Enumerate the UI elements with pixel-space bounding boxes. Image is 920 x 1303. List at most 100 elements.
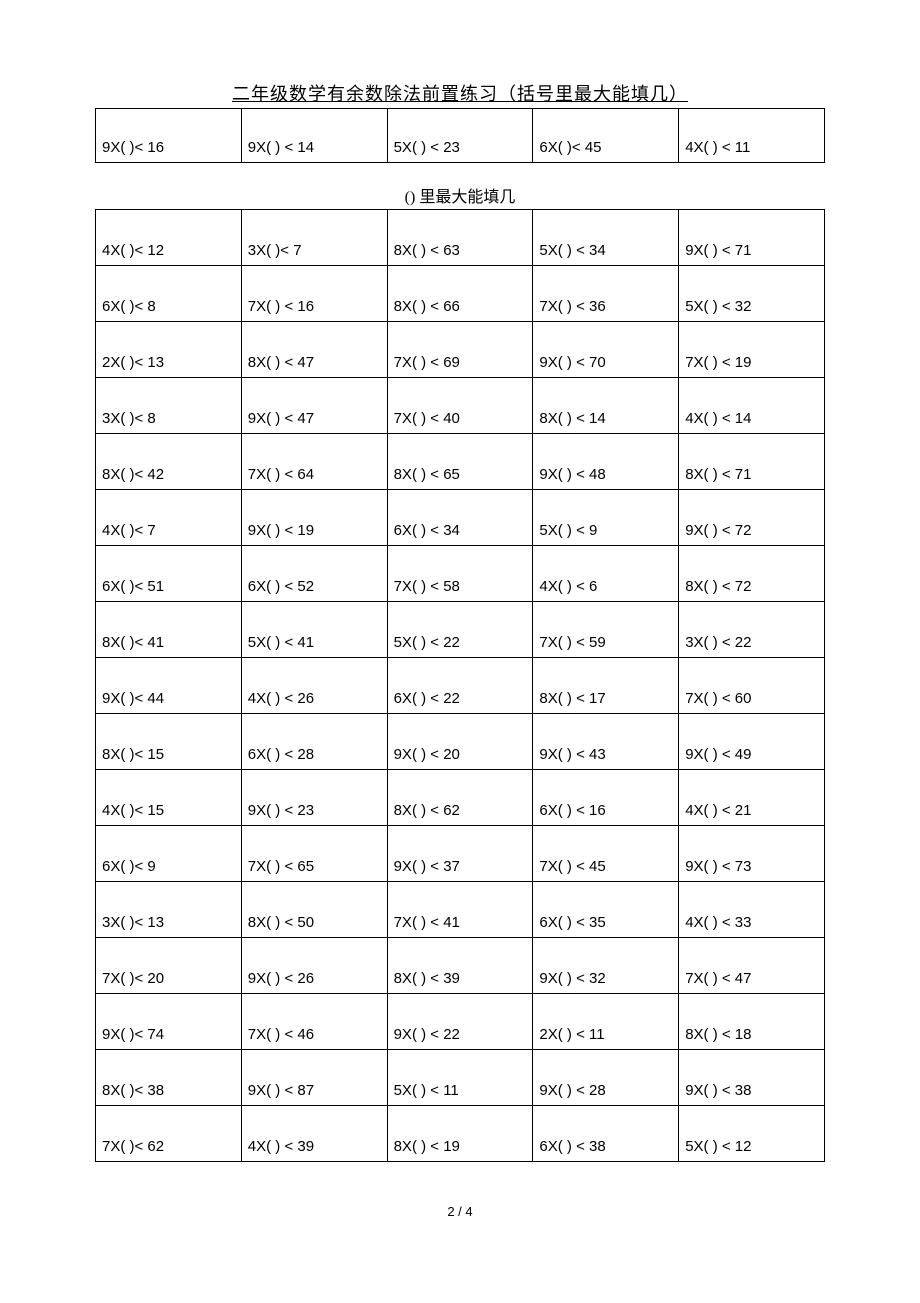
page-title: 二年级数学有余数除法前置练习（括号里最大能填几）: [95, 80, 825, 106]
exercise-cell: 5X( ) < 9: [533, 490, 679, 546]
exercise-cell: 2X( ) < 11: [533, 994, 679, 1050]
exercise-cell: 4X( ) < 14: [679, 378, 825, 434]
table-row: 8X( )< 427X( ) < 648X( ) < 659X( ) < 488…: [96, 434, 825, 490]
exercise-cell: 9X( )< 74: [96, 994, 242, 1050]
exercise-cell: 5X( ) < 34: [533, 210, 679, 266]
exercise-cell: 9X( )< 16: [96, 109, 242, 163]
exercise-cell: 7X( ) < 47: [679, 938, 825, 994]
exercise-cell: 5X( ) < 41: [241, 602, 387, 658]
exercise-cell: 8X( ) < 47: [241, 322, 387, 378]
exercise-cell: 8X( ) < 72: [679, 546, 825, 602]
exercise-table-2: 4X( )< 123X( )< 78X( ) < 635X( ) < 349X(…: [95, 209, 825, 1162]
exercise-cell: 6X( )< 9: [96, 826, 242, 882]
exercise-cell: 9X( ) < 71: [679, 210, 825, 266]
table-row: 8X( )< 415X( ) < 415X( ) < 227X( ) < 593…: [96, 602, 825, 658]
table-row: 6X( )< 516X( ) < 527X( ) < 584X( ) < 68X…: [96, 546, 825, 602]
exercise-cell: 6X( ) < 35: [533, 882, 679, 938]
exercise-cell: 8X( ) < 71: [679, 434, 825, 490]
exercise-cell: 9X( )< 44: [96, 658, 242, 714]
exercise-cell: 9X( ) < 23: [241, 770, 387, 826]
exercise-cell: 6X( )< 8: [96, 266, 242, 322]
exercise-cell: 8X( )< 15: [96, 714, 242, 770]
exercise-cell: 7X( ) < 58: [387, 546, 533, 602]
exercise-cell: 9X( ) < 73: [679, 826, 825, 882]
exercise-cell: 5X( ) < 23: [387, 109, 533, 163]
exercise-cell: 7X( ) < 19: [679, 322, 825, 378]
exercise-cell: 7X( ) < 64: [241, 434, 387, 490]
exercise-cell: 4X( ) < 21: [679, 770, 825, 826]
table-row: 6X( )< 87X( ) < 168X( ) < 667X( ) < 365X…: [96, 266, 825, 322]
exercise-cell: 3X( )< 13: [96, 882, 242, 938]
exercise-table-1: 9X( )< 169X( ) < 145X( ) < 236X( )< 454X…: [95, 108, 825, 163]
exercise-cell: 7X( ) < 59: [533, 602, 679, 658]
exercise-cell: 9X( ) < 38: [679, 1050, 825, 1106]
exercise-cell: 5X( ) < 11: [387, 1050, 533, 1106]
exercise-cell: 4X( )< 15: [96, 770, 242, 826]
exercise-cell: 8X( ) < 63: [387, 210, 533, 266]
exercise-cell: 9X( ) < 22: [387, 994, 533, 1050]
exercise-cell: 6X( )< 45: [533, 109, 679, 163]
table-row: 8X( )< 156X( ) < 289X( ) < 209X( ) < 439…: [96, 714, 825, 770]
table-row: 9X( )< 169X( ) < 145X( ) < 236X( )< 454X…: [96, 109, 825, 163]
exercise-cell: 9X( ) < 20: [387, 714, 533, 770]
exercise-cell: 3X( )< 8: [96, 378, 242, 434]
exercise-cell: 7X( ) < 60: [679, 658, 825, 714]
exercise-cell: 4X( )< 7: [96, 490, 242, 546]
exercise-cell: 4X( )< 12: [96, 210, 242, 266]
table-row: 4X( )< 159X( ) < 238X( ) < 626X( ) < 164…: [96, 770, 825, 826]
exercise-cell: 9X( ) < 19: [241, 490, 387, 546]
exercise-cell: 2X( )< 13: [96, 322, 242, 378]
exercise-cell: 6X( ) < 38: [533, 1106, 679, 1162]
exercise-cell: 9X( ) < 28: [533, 1050, 679, 1106]
section-subtitle: () 里最大能填几: [95, 183, 825, 207]
exercise-cell: 9X( ) < 48: [533, 434, 679, 490]
exercise-cell: 9X( ) < 32: [533, 938, 679, 994]
table-row: 9X( )< 747X( ) < 469X( ) < 222X( ) < 118…: [96, 994, 825, 1050]
exercise-cell: 9X( ) < 14: [241, 109, 387, 163]
exercise-cell: 4X( ) < 39: [241, 1106, 387, 1162]
exercise-cell: 7X( ) < 65: [241, 826, 387, 882]
exercise-cell: 9X( ) < 26: [241, 938, 387, 994]
exercise-cell: 7X( )< 62: [96, 1106, 242, 1162]
exercise-cell: 9X( ) < 87: [241, 1050, 387, 1106]
exercise-cell: 3X( ) < 22: [679, 602, 825, 658]
exercise-cell: 6X( ) < 34: [387, 490, 533, 546]
exercise-cell: 9X( ) < 72: [679, 490, 825, 546]
table-row: 9X( )< 444X( ) < 266X( ) < 228X( ) < 177…: [96, 658, 825, 714]
exercise-cell: 8X( ) < 14: [533, 378, 679, 434]
exercise-cell: 8X( )< 42: [96, 434, 242, 490]
exercise-cell: 3X( )< 7: [241, 210, 387, 266]
exercise-cell: 9X( ) < 47: [241, 378, 387, 434]
exercise-cell: 6X( ) < 16: [533, 770, 679, 826]
exercise-cell: 4X( ) < 6: [533, 546, 679, 602]
exercise-cell: 8X( ) < 19: [387, 1106, 533, 1162]
exercise-cell: 8X( ) < 62: [387, 770, 533, 826]
table-row: 4X( )< 123X( )< 78X( ) < 635X( ) < 349X(…: [96, 210, 825, 266]
exercise-cell: 9X( ) < 70: [533, 322, 679, 378]
exercise-cell: 8X( )< 38: [96, 1050, 242, 1106]
exercise-cell: 8X( ) < 66: [387, 266, 533, 322]
exercise-cell: 8X( ) < 18: [679, 994, 825, 1050]
table-row: 2X( )< 138X( ) < 477X( ) < 699X( ) < 707…: [96, 322, 825, 378]
table-row: 7X( )< 624X( ) < 398X( ) < 196X( ) < 385…: [96, 1106, 825, 1162]
table-row: 7X( )< 209X( ) < 268X( ) < 399X( ) < 327…: [96, 938, 825, 994]
exercise-cell: 6X( ) < 52: [241, 546, 387, 602]
exercise-cell: 8X( ) < 50: [241, 882, 387, 938]
exercise-cell: 8X( )< 41: [96, 602, 242, 658]
exercise-cell: 6X( ) < 28: [241, 714, 387, 770]
exercise-cell: 7X( ) < 16: [241, 266, 387, 322]
exercise-cell: 7X( ) < 69: [387, 322, 533, 378]
table-row: 3X( )< 89X( ) < 477X( ) < 408X( ) < 144X…: [96, 378, 825, 434]
exercise-cell: 9X( ) < 43: [533, 714, 679, 770]
exercise-cell: 5X( ) < 32: [679, 266, 825, 322]
exercise-cell: 5X( ) < 12: [679, 1106, 825, 1162]
page-number: 2 / 4: [95, 1204, 825, 1219]
table-row: 6X( )< 97X( ) < 659X( ) < 377X( ) < 459X…: [96, 826, 825, 882]
table-row: 3X( )< 138X( ) < 507X( ) < 416X( ) < 354…: [96, 882, 825, 938]
exercise-cell: 8X( ) < 17: [533, 658, 679, 714]
exercise-cell: 7X( ) < 41: [387, 882, 533, 938]
exercise-cell: 7X( ) < 40: [387, 378, 533, 434]
exercise-cell: 6X( ) < 22: [387, 658, 533, 714]
exercise-cell: 4X( ) < 11: [679, 109, 825, 163]
exercise-cell: 4X( ) < 33: [679, 882, 825, 938]
